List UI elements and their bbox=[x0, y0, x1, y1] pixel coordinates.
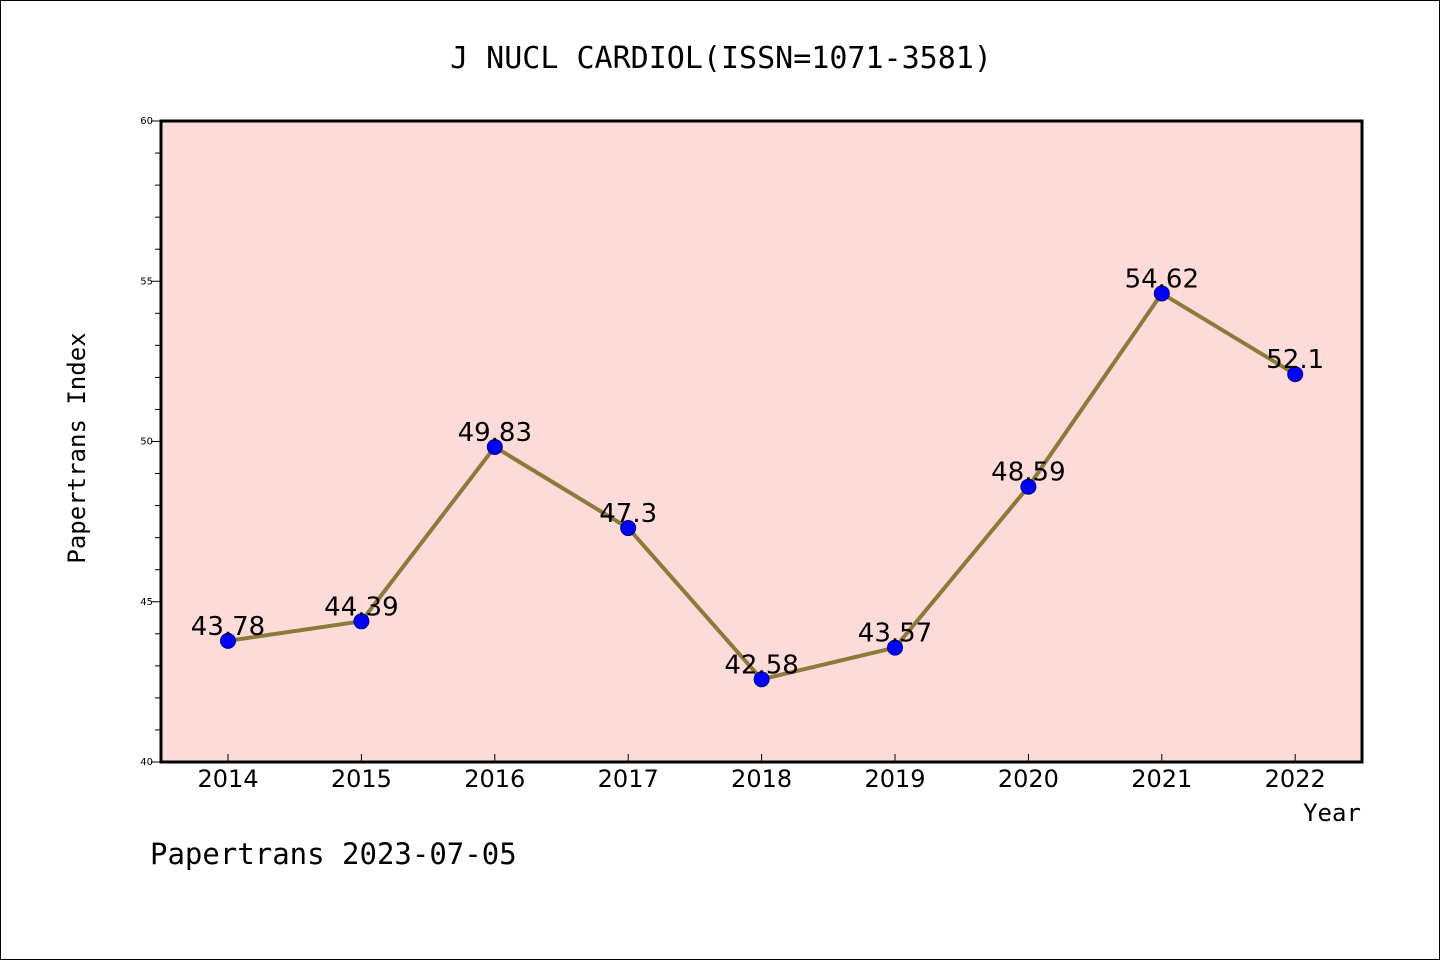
y-tick-label: 45 bbox=[140, 597, 153, 608]
data-point bbox=[1153, 285, 1170, 302]
x-tick-label: 2017 bbox=[598, 765, 659, 793]
x-tick-label: 2016 bbox=[464, 765, 525, 793]
data-label: 49.83 bbox=[458, 418, 532, 448]
data-point bbox=[620, 520, 637, 537]
x-tick-label: 2022 bbox=[1265, 765, 1326, 793]
x-tick-label: 2020 bbox=[998, 765, 1059, 793]
plot-frame bbox=[159, 119, 1364, 764]
data-label: 52.1 bbox=[1266, 345, 1324, 375]
x-tick-label: 2018 bbox=[731, 765, 792, 793]
chart-title: J NUCL CARDIOL(ISSN=1071-3581) bbox=[450, 41, 992, 76]
data-label: 44.39 bbox=[324, 592, 398, 622]
y-axis: 40 45 50 55 60 bbox=[140, 116, 161, 768]
y-tick-label: 50 bbox=[140, 437, 153, 448]
data-label: 43.78 bbox=[191, 612, 265, 642]
y-axis-title: Papertrans Index bbox=[63, 332, 91, 563]
y-tick-label: 40 bbox=[140, 757, 153, 768]
x-axis-title: Year bbox=[1303, 799, 1361, 827]
footer-text: Papertrans 2023-07-05 bbox=[150, 837, 517, 871]
data-label: 42.58 bbox=[724, 650, 798, 680]
data-label: 43.57 bbox=[858, 619, 932, 649]
y-tick-label: 60 bbox=[140, 116, 153, 127]
data-point bbox=[887, 639, 903, 656]
data-label: 48.59 bbox=[991, 458, 1065, 488]
x-axis: 2014 2015 2016 2017 2018 2019 2020 2021 2022 bbox=[197, 754, 1326, 793]
data-point bbox=[486, 438, 503, 455]
data-point bbox=[220, 632, 236, 649]
y-tick-label: 55 bbox=[140, 276, 153, 287]
data-point bbox=[753, 671, 770, 688]
data-point bbox=[1020, 478, 1037, 495]
series-layer: 43.78 44.39 49.83 47.3 42.58 43.57 48.59 54.62 5… bbox=[191, 264, 1324, 688]
data-label: 47.3 bbox=[599, 499, 657, 529]
data-point bbox=[1287, 366, 1304, 383]
plot-area bbox=[161, 121, 1362, 762]
data-label: 54.62 bbox=[1125, 264, 1199, 294]
data-point bbox=[353, 613, 370, 630]
x-tick-label: 2019 bbox=[864, 765, 925, 793]
x-tick-label: 2021 bbox=[1131, 765, 1192, 793]
x-tick-label: 2014 bbox=[197, 765, 258, 793]
x-tick-label: 2015 bbox=[331, 765, 392, 793]
